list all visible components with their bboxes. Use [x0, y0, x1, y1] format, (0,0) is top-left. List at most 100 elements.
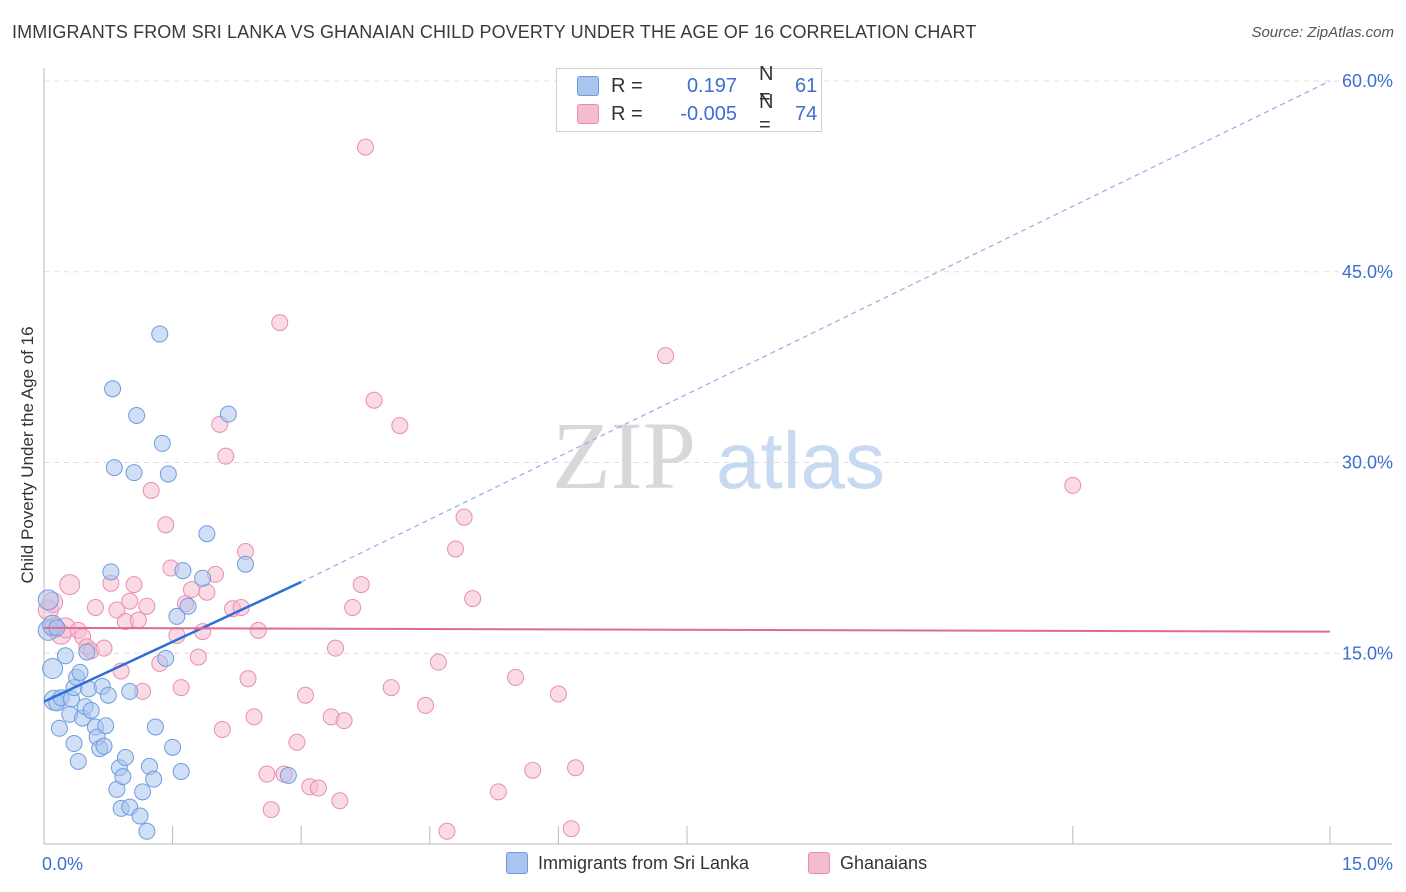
data-point-ghanaians [438, 822, 456, 840]
data-point-ghanaians [157, 516, 175, 534]
data-point-ghanaians [249, 621, 267, 639]
data-point-ghanaians [296, 686, 314, 704]
data-point-sri-lanka [138, 822, 156, 840]
data-point-sri-lanka [219, 405, 237, 423]
source-label: Source: ZipAtlas.com [1251, 24, 1394, 41]
data-point-sri-lanka [131, 807, 149, 825]
data-point-sri-lanka [174, 562, 192, 580]
data-point-sri-lanka [95, 737, 113, 755]
data-point-ghanaians [129, 611, 147, 629]
trend-line-ghanaians [43, 626, 1331, 633]
data-point-ghanaians [189, 648, 207, 666]
data-point-ghanaians [417, 696, 435, 714]
data-point-ghanaians [213, 721, 231, 739]
watermark: ZIP atlas [552, 402, 885, 509]
legend-r-label: R = [611, 74, 643, 97]
legend-swatch-blue [506, 852, 528, 874]
legend-r-value: -0.005 [680, 102, 737, 125]
data-point-sri-lanka [128, 406, 146, 424]
data-point-ghanaians [567, 759, 585, 777]
y-axis-label-group: Child Poverty Under the Age of 16 [18, 326, 37, 583]
legend-n-value: 74 [795, 102, 818, 125]
data-point-ghanaians [344, 598, 362, 616]
y-tick-label: 30.0% [1342, 453, 1393, 473]
data-point-sri-lanka [179, 597, 197, 615]
data-point-sri-lanka [153, 434, 171, 452]
data-point-sri-lanka [168, 607, 186, 625]
data-point-ghanaians [455, 508, 473, 526]
legend-r-label: R = [611, 102, 643, 125]
data-point-sri-lanka [114, 768, 132, 786]
data-point-ghanaians [549, 685, 567, 703]
data-point-ghanaians [172, 679, 190, 697]
legend-n-label: N = [759, 91, 774, 136]
data-point-ghanaians [326, 639, 344, 657]
data-point-ghanaians [331, 792, 349, 810]
watermark-zip: ZIP [552, 402, 696, 509]
x-tick-label: 15.0% [1342, 854, 1393, 874]
legend-n-label: N = [759, 63, 774, 108]
data-point-sri-lanka [125, 464, 143, 482]
y-tick-label: 60.0% [1342, 71, 1393, 91]
legend-swatch-pink [577, 104, 599, 124]
data-point-ghanaians [391, 417, 409, 435]
data-point-ghanaians [365, 391, 383, 409]
legend-swatch-blue [577, 76, 599, 96]
data-point-ghanaians [86, 598, 104, 616]
data-point-sri-lanka [279, 766, 297, 784]
data-point-ghanaians [657, 347, 675, 365]
data-point-ghanaians [288, 733, 306, 751]
legend-label-sri-lanka: Immigrants from Sri Lanka [538, 852, 750, 873]
data-point-sri-lanka [236, 555, 254, 573]
data-point-ghanaians [429, 653, 447, 671]
x-tick-label: 0.0% [42, 854, 83, 874]
data-point-ghanaians [142, 481, 160, 499]
data-point-sri-lanka [194, 569, 212, 587]
data-point-ghanaians [239, 670, 257, 688]
y-tick-label: 45.0% [1342, 262, 1393, 282]
y-tick-label: 15.0% [1342, 643, 1393, 663]
data-point-ghanaians [524, 761, 542, 779]
data-point-sri-lanka [104, 380, 122, 398]
legend-row-ghanaians: R = -0.005 N = 74 [577, 91, 818, 136]
legend-label-ghanaians: Ghanaians [840, 852, 928, 873]
legend-item-sri-lanka[interactable]: Immigrants from Sri Lanka [506, 852, 749, 874]
stats-legend: R = 0.197 N = 61 R = -0.005 N = 74 [556, 63, 822, 136]
data-point-sri-lanka [50, 719, 68, 737]
data-point-sri-lanka [42, 658, 64, 680]
legend-row-sri-lanka: R = 0.197 N = 61 [577, 63, 818, 108]
data-point-sri-lanka [151, 325, 169, 343]
data-point-sri-lanka [99, 686, 117, 704]
trend-lines [43, 80, 1331, 703]
legend-item-ghanaians[interactable]: Ghanaians [808, 852, 927, 874]
data-point-ghanaians [245, 708, 263, 726]
data-point-ghanaians [507, 668, 525, 686]
data-point-ghanaians [562, 820, 580, 838]
trend-line-sri-lanka-extension [300, 80, 1331, 583]
data-point-sri-lanka [56, 647, 74, 665]
chart-title: IMMIGRANTS FROM SRI LANKA VS GHANAIAN CH… [12, 22, 977, 42]
data-point-ghanaians [262, 801, 280, 819]
data-point-ghanaians [382, 679, 400, 697]
data-point-ghanaians [125, 576, 143, 594]
data-point-ghanaians [357, 138, 374, 156]
legend-r-value: 0.197 [686, 74, 737, 97]
data-point-sri-lanka [37, 589, 59, 611]
data-point-ghanaians [95, 639, 113, 657]
data-point-sri-lanka [65, 735, 83, 753]
y-axis-label: Child Poverty Under the Age of 16 [18, 326, 37, 583]
data-point-ghanaians [309, 779, 327, 797]
data-point-ghanaians [352, 576, 370, 594]
tick-labels: 15.0% 30.0% 45.0% 60.0% 0.0% 15.0% [42, 71, 1393, 874]
data-point-sri-lanka [164, 738, 182, 756]
data-point-sri-lanka [159, 465, 177, 483]
legend-n-value: 61 [795, 74, 818, 97]
legend-swatch-pink [808, 852, 830, 874]
data-point-ghanaians [258, 765, 276, 783]
gridlines [44, 80, 1392, 654]
watermark-atlas: atlas [716, 416, 885, 505]
data-point-sri-lanka [102, 563, 120, 581]
series-legend: Immigrants from Sri Lanka Ghanaians [0, 852, 1406, 876]
data-point-ghanaians [121, 592, 139, 610]
